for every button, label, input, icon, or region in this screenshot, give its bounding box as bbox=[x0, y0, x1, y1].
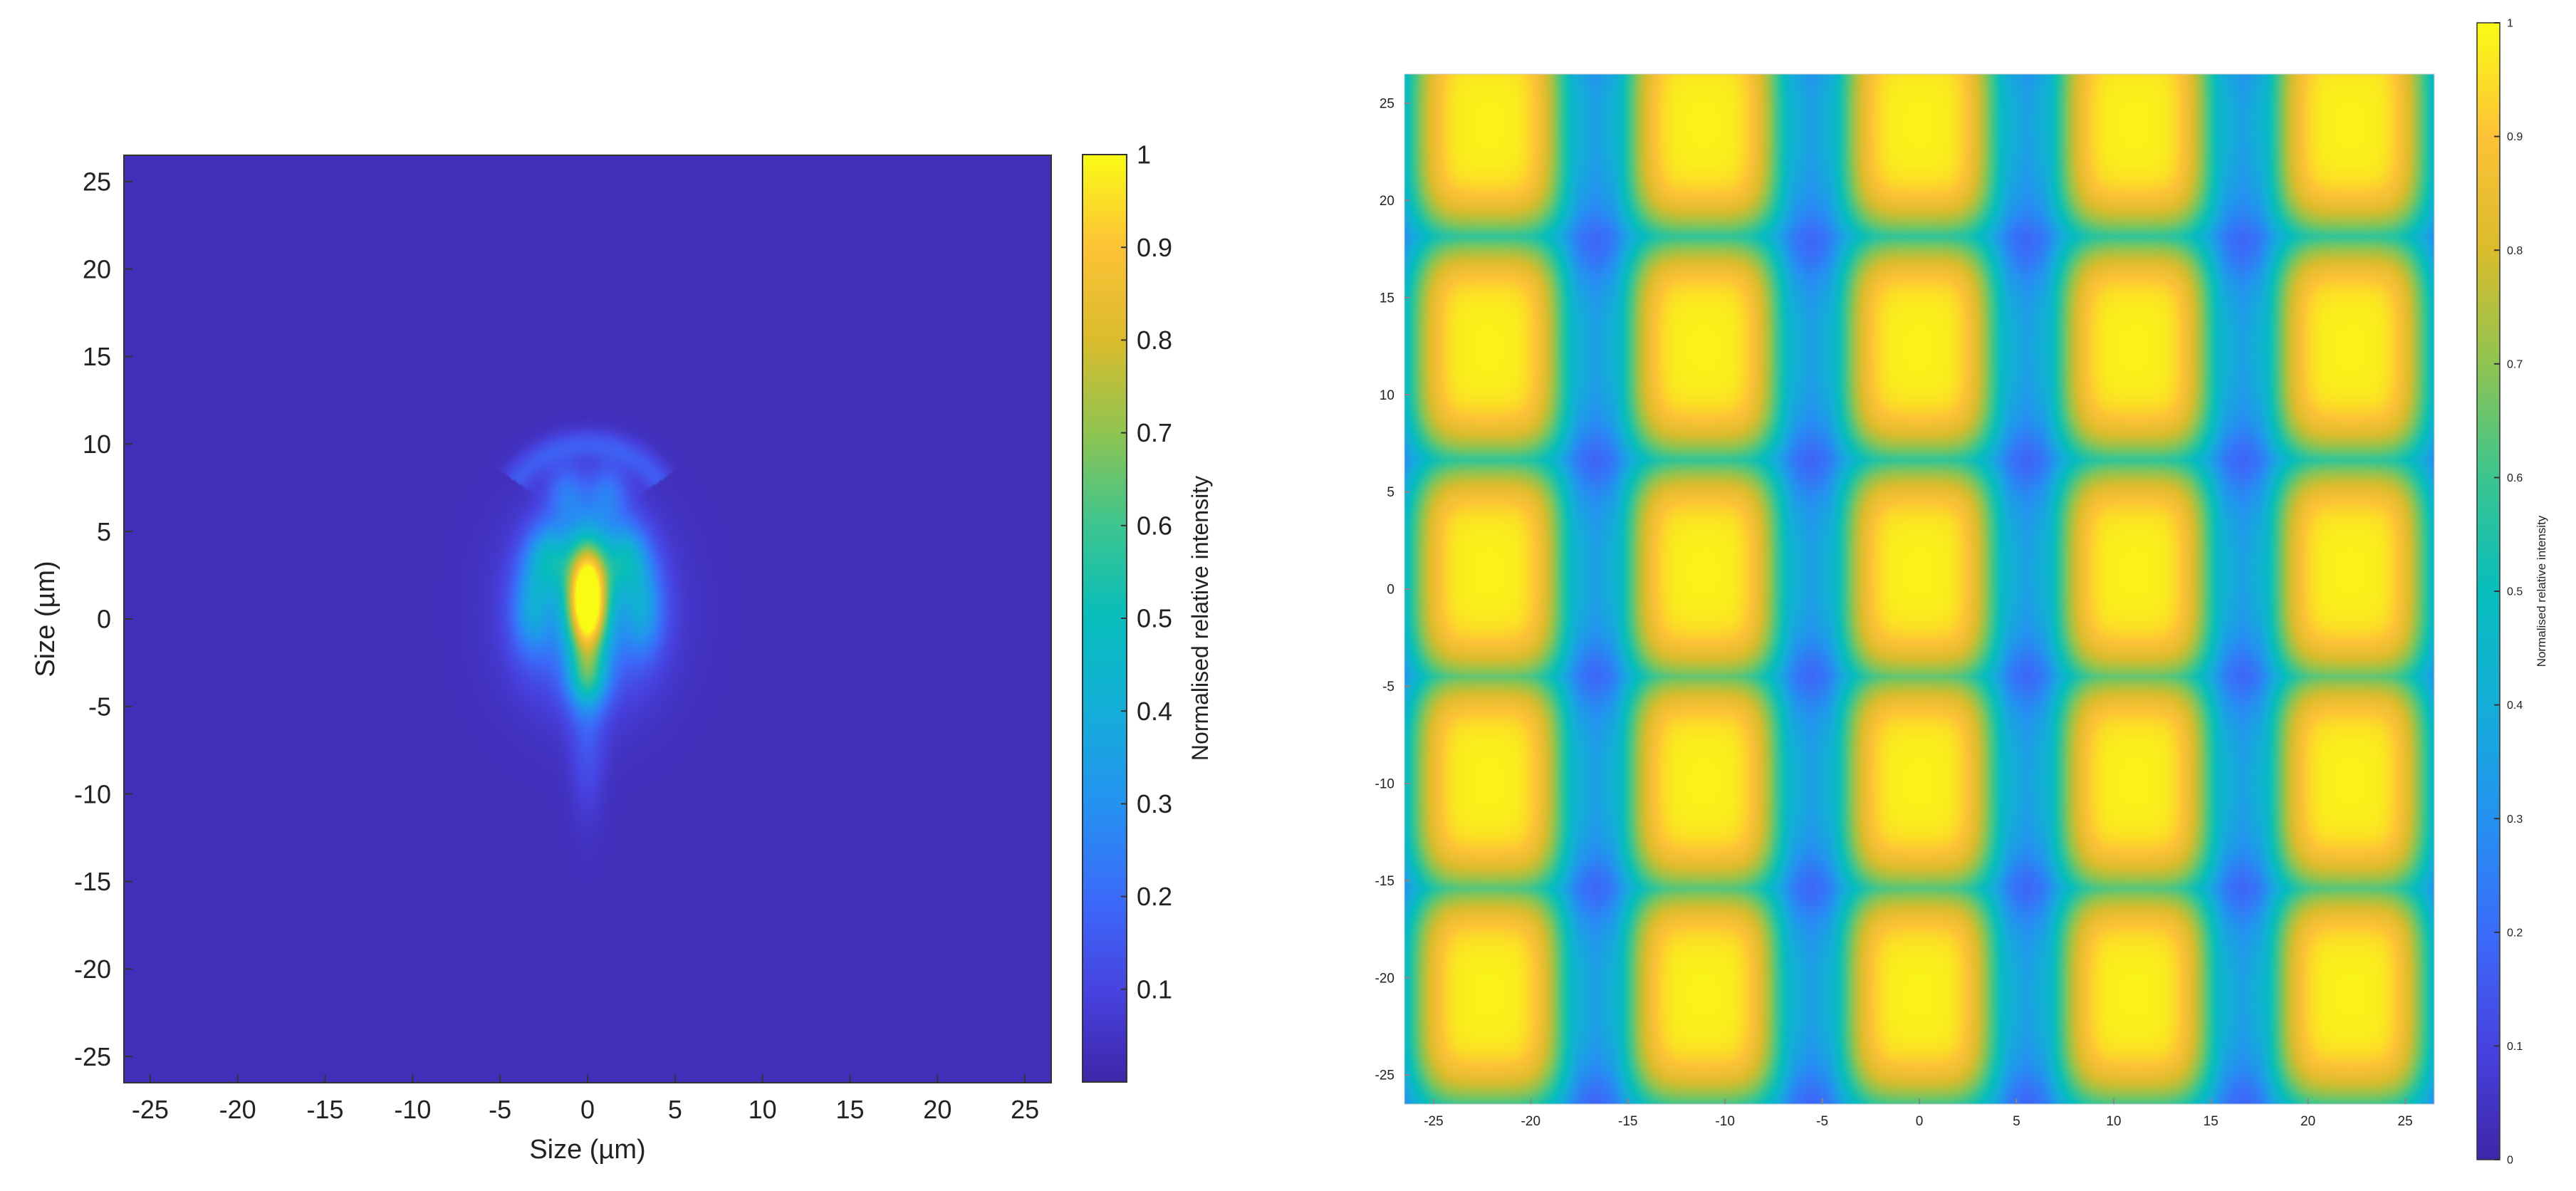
y-tick-label: 0 bbox=[1387, 583, 1394, 598]
x-tick-label: -5 bbox=[1816, 1114, 1828, 1129]
left-x-axis-label: Size (µm) bbox=[529, 1135, 645, 1165]
x-tick-label: -15 bbox=[1618, 1114, 1637, 1129]
x-tick-label: 20 bbox=[923, 1095, 951, 1124]
colorbar-tick-label: 0.9 bbox=[1137, 233, 1172, 262]
y-tick-label: 20 bbox=[1380, 194, 1394, 209]
y-tick-label: -10 bbox=[1375, 776, 1394, 791]
colorbar-tick-label: 0.6 bbox=[1137, 511, 1172, 540]
colorbar-tick-label: 0.2 bbox=[2507, 927, 2523, 939]
y-tick-label: -5 bbox=[1382, 680, 1394, 695]
x-tick-label: 15 bbox=[835, 1095, 864, 1124]
y-tick-label: 10 bbox=[1380, 388, 1394, 403]
colorbar-tick-label: 0.5 bbox=[1137, 604, 1172, 633]
right-colorbar-label: Normalised relative intensity bbox=[2535, 515, 2548, 667]
x-tick-label: -10 bbox=[394, 1095, 431, 1124]
colorbar-tick-label: 0.5 bbox=[2507, 586, 2523, 598]
y-tick-label: -20 bbox=[74, 955, 111, 984]
x-tick-label: 20 bbox=[2300, 1114, 2315, 1129]
colorbar-tick-label: 0.4 bbox=[1137, 697, 1172, 726]
x-tick-label: -25 bbox=[1424, 1114, 1443, 1129]
y-tick-label: 15 bbox=[83, 342, 111, 371]
colorbar-tick-label: 0.7 bbox=[2507, 358, 2523, 370]
left-y-axis: 25 20 15 10 5 0 -5 -10 -15 -20 -25 bbox=[74, 167, 132, 1071]
x-tick-label: -10 bbox=[1715, 1114, 1734, 1129]
left-y-axis-label: Size (µm) bbox=[31, 561, 61, 677]
left-colorbar bbox=[1082, 154, 1127, 1083]
y-tick-label: 20 bbox=[83, 254, 111, 284]
colorbar-tick-label: 1 bbox=[2507, 18, 2513, 30]
left-colorbar-ticks: 0.1 0.2 0.3 0.4 0.5 0.6 0.7 0.8 0.9 1 bbox=[1121, 140, 1172, 1004]
colorbar-tick-label: 0.9 bbox=[2507, 131, 2523, 143]
right-y-axis: 25 20 15 10 5 0 -5 -10 -15 -20 -25 bbox=[1375, 97, 1410, 1083]
colorbar-tick-label: 0.1 bbox=[1137, 974, 1172, 1004]
right-colorbar-ticks: 0 0.1 0.2 0.3 0.4 0.5 0.6 0.7 0.8 0.9 1 bbox=[2494, 18, 2523, 1167]
x-tick-label: 5 bbox=[2013, 1114, 2020, 1129]
y-tick-label: -15 bbox=[74, 867, 111, 896]
y-tick-label: 10 bbox=[83, 430, 111, 459]
x-tick-label: -20 bbox=[219, 1095, 256, 1124]
x-tick-label: 5 bbox=[668, 1095, 682, 1124]
colorbar-tick-label: 0.4 bbox=[2507, 699, 2523, 712]
right-heatmap-panel: -25 -20 -15 -10 -5 0 5 10 15 20 25 2520151050-5-10… bbox=[1375, 18, 2548, 1167]
colorbar-tick-label: 0.3 bbox=[2507, 813, 2523, 826]
x-tick-label: -25 bbox=[132, 1095, 169, 1124]
x-tick-label: 25 bbox=[2398, 1114, 2413, 1129]
colorbar-tick-label: 0.8 bbox=[1137, 326, 1172, 355]
x-tick-label: 15 bbox=[2204, 1114, 2218, 1129]
x-tick-label: 0 bbox=[580, 1095, 595, 1124]
left-heatmap-panel: -25 -20 -15 -10 -5 0 5 10 15 20 25 25 20 15 10 5 0 -5 -10… bbox=[31, 140, 1213, 1165]
y-tick-label: 25 bbox=[83, 167, 111, 196]
y-tick-label: -5 bbox=[88, 692, 111, 721]
y-tick-label: -25 bbox=[74, 1042, 111, 1071]
x-tick-label: 0 bbox=[1916, 1114, 1924, 1129]
x-tick-label: -20 bbox=[1521, 1114, 1540, 1129]
right-heatmap-image bbox=[1404, 74, 2434, 1104]
left-x-axis: -25 -20 -15 -10 -5 0 5 10 15 20 25 bbox=[132, 1074, 1039, 1124]
colorbar-tick-label: 0.2 bbox=[1137, 882, 1172, 911]
x-tick-label: 10 bbox=[2106, 1114, 2121, 1129]
x-tick-label: -5 bbox=[489, 1095, 511, 1124]
right-x-axis: -25 -20 -15 -10 -5 0 5 10 15 20 25 bbox=[1424, 1098, 2413, 1129]
left-colorbar-label: Normalised relative intensity bbox=[1187, 476, 1213, 761]
y-tick-label: 5 bbox=[97, 517, 111, 546]
y-tick-label: -15 bbox=[1375, 874, 1394, 889]
left-heatmap-image bbox=[124, 155, 1051, 1083]
y-tick-label: -25 bbox=[1375, 1068, 1394, 1083]
colorbar-tick-label: 0.7 bbox=[1137, 418, 1172, 447]
y-tick-label: 15 bbox=[1380, 291, 1394, 306]
colorbar-tick-label: 1 bbox=[1137, 140, 1151, 170]
y-tick-label: 5 bbox=[1387, 485, 1394, 500]
colorbar-tick-label: 0.1 bbox=[2507, 1041, 2523, 1053]
y-tick-label: 0 bbox=[97, 605, 111, 634]
y-tick-label: -20 bbox=[1375, 971, 1394, 986]
colorbar-tick-label: 0.8 bbox=[2507, 245, 2523, 257]
colorbar-tick-label: 0 bbox=[2507, 1155, 2513, 1167]
x-tick-label: 10 bbox=[749, 1095, 777, 1124]
colorbar-tick-label: 0.6 bbox=[2507, 472, 2523, 484]
x-tick-label: -15 bbox=[306, 1095, 343, 1124]
x-tick-label: 25 bbox=[1011, 1095, 1039, 1124]
y-tick-label: 25 bbox=[1380, 97, 1394, 112]
y-tick-label: -10 bbox=[74, 779, 111, 808]
colorbar-tick-label: 0.3 bbox=[1137, 789, 1172, 818]
